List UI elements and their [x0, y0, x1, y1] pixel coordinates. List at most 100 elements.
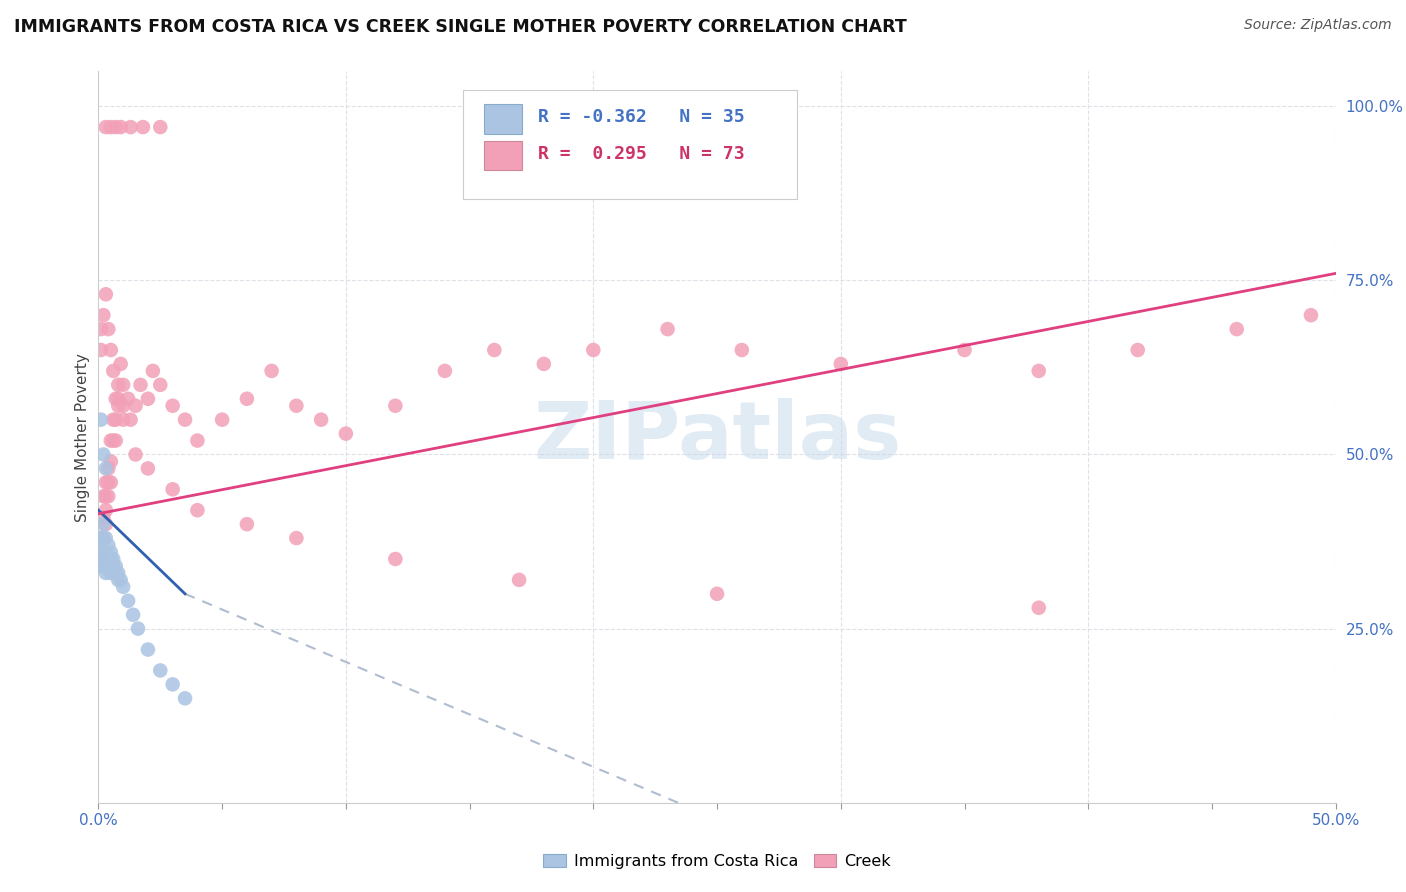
- Point: [104, 392, 127, 406]
- Y-axis label: Single Mother Poverty: Single Mother Poverty: [75, 352, 90, 522]
- Point: [582, 343, 605, 357]
- Point: [93, 545, 115, 559]
- Point: [174, 412, 197, 426]
- Point: [90, 531, 112, 545]
- Point: [110, 573, 132, 587]
- Point: [94, 558, 117, 573]
- Point: [90, 558, 112, 573]
- Point: [186, 434, 208, 448]
- Point: [211, 412, 233, 426]
- Point: [90, 552, 112, 566]
- Point: [94, 503, 117, 517]
- Point: [433, 364, 456, 378]
- Point: [149, 120, 172, 134]
- Point: [285, 531, 308, 545]
- Point: [94, 475, 117, 490]
- Point: [100, 552, 122, 566]
- Point: [186, 503, 208, 517]
- Point: [1028, 364, 1050, 378]
- Point: [100, 566, 122, 580]
- Point: [104, 558, 127, 573]
- Point: [110, 120, 132, 134]
- Point: [731, 343, 754, 357]
- Point: [112, 412, 135, 426]
- Point: [94, 517, 117, 532]
- Point: [97, 489, 120, 503]
- Point: [117, 594, 139, 608]
- Point: [107, 392, 129, 406]
- Point: [384, 552, 406, 566]
- Point: [110, 357, 132, 371]
- Point: [100, 545, 122, 559]
- Point: [117, 392, 139, 406]
- Point: [103, 412, 125, 426]
- Point: [93, 531, 115, 545]
- Point: [97, 475, 120, 490]
- Point: [384, 399, 406, 413]
- Point: [94, 545, 117, 559]
- Point: [136, 642, 159, 657]
- Point: [94, 287, 117, 301]
- Point: [93, 448, 115, 462]
- Text: Source: ZipAtlas.com: Source: ZipAtlas.com: [1244, 18, 1392, 32]
- Point: [260, 364, 283, 378]
- Point: [120, 412, 142, 426]
- Point: [104, 412, 127, 426]
- Point: [90, 322, 112, 336]
- Point: [236, 392, 259, 406]
- Point: [100, 558, 122, 573]
- Point: [90, 343, 112, 357]
- Point: [100, 454, 122, 468]
- Point: [1226, 322, 1249, 336]
- Point: [129, 377, 152, 392]
- Point: [107, 399, 129, 413]
- Point: [484, 343, 506, 357]
- Point: [533, 357, 555, 371]
- Point: [136, 392, 159, 406]
- Bar: [485, 141, 522, 170]
- Point: [162, 483, 184, 497]
- Point: [93, 558, 115, 573]
- Point: [97, 538, 120, 552]
- Point: [149, 377, 172, 392]
- Point: [174, 691, 197, 706]
- Point: [124, 448, 146, 462]
- Point: [93, 308, 115, 322]
- Point: [112, 399, 135, 413]
- Point: [97, 558, 120, 573]
- Point: [90, 412, 112, 426]
- Point: [120, 120, 142, 134]
- Text: R = -0.362   N = 35: R = -0.362 N = 35: [537, 109, 744, 127]
- Point: [335, 426, 357, 441]
- Text: ZIPatlas: ZIPatlas: [533, 398, 901, 476]
- Point: [94, 461, 117, 475]
- Point: [100, 434, 122, 448]
- Point: [94, 566, 117, 580]
- Point: [100, 475, 122, 490]
- Point: [127, 622, 149, 636]
- Point: [162, 399, 184, 413]
- Text: R =  0.295   N = 73: R = 0.295 N = 73: [537, 145, 744, 163]
- Point: [112, 580, 135, 594]
- Point: [508, 573, 530, 587]
- Point: [1028, 600, 1050, 615]
- Point: [1126, 343, 1149, 357]
- Point: [107, 573, 129, 587]
- Point: [953, 343, 976, 357]
- Point: [90, 531, 112, 545]
- Point: [94, 120, 117, 134]
- Point: [124, 399, 146, 413]
- Point: [94, 531, 117, 545]
- Point: [136, 461, 159, 475]
- Point: [94, 552, 117, 566]
- Point: [93, 531, 115, 545]
- Point: [1299, 308, 1322, 322]
- Text: IMMIGRANTS FROM COSTA RICA VS CREEK SINGLE MOTHER POVERTY CORRELATION CHART: IMMIGRANTS FROM COSTA RICA VS CREEK SING…: [14, 18, 907, 36]
- Point: [162, 677, 184, 691]
- Point: [309, 412, 332, 426]
- Point: [93, 510, 115, 524]
- Point: [706, 587, 728, 601]
- Point: [142, 364, 165, 378]
- Point: [285, 399, 308, 413]
- Point: [103, 364, 125, 378]
